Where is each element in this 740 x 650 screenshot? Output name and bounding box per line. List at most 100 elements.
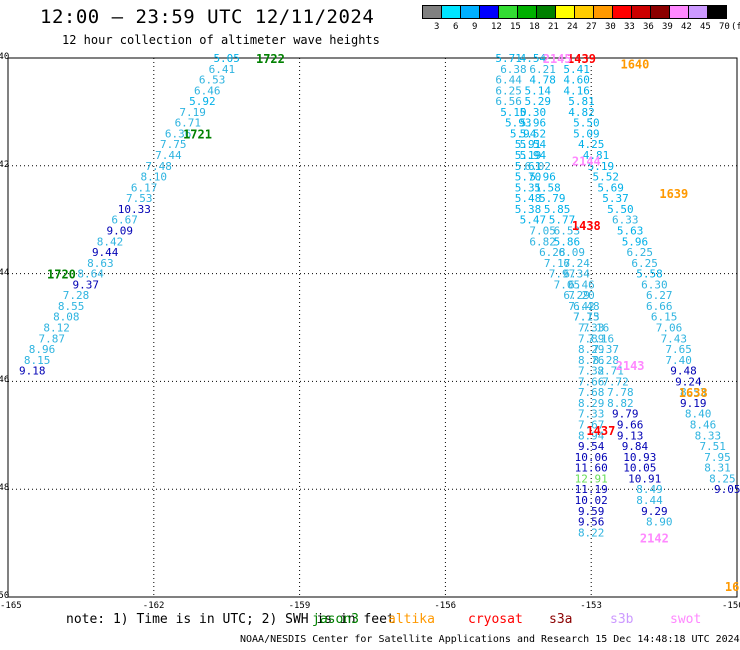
swh-value-s3a: 6.02 (524, 160, 551, 173)
swh-value-cryosat: 6.28 (539, 246, 566, 259)
swh-value-cryosat: 5.14 (524, 84, 551, 97)
swh-value-cryosat: 5.61 (515, 160, 542, 173)
colorbar-label: 21 (548, 22, 559, 32)
swh-value-jason3: 8.63 (87, 257, 114, 270)
swh-value-cryosat: 5.38 (515, 203, 542, 216)
pass-time-label: 2145 (543, 52, 572, 66)
swh-value-s3a: 5.77 (549, 214, 576, 227)
swh-value-altika: 9.24 (675, 375, 702, 388)
swh-value-altika: 5.50 (607, 203, 634, 216)
swh-value-s3a: 7.66 (578, 375, 605, 388)
colorbar-label: 39 (662, 22, 673, 32)
swh-value-cryosat: 7.78 (607, 386, 634, 399)
colorbar-label: 33 (624, 22, 635, 32)
swh-value-jason3: 8.96 (29, 343, 56, 356)
swh-value-altika: 5.37 (602, 192, 629, 205)
swh-value-jason3: 9.37 (73, 278, 100, 291)
swh-value-s3a: 5.86 (554, 235, 581, 248)
satellite-legend-altika: altika (388, 612, 435, 627)
colorbar-label: 24 (567, 22, 578, 32)
swh-value-jason3: 7.48 (145, 160, 172, 173)
swh-value-jason3: 8.64 (77, 268, 104, 281)
swh-value-cryosat: 5.52 (520, 127, 547, 140)
swh-value-s3a: 8.76 (578, 354, 605, 367)
swh-value-altika: 4.81 (583, 149, 610, 162)
pass-time-label: 2144 (572, 154, 601, 168)
swh-value-s3a: 8.22 (578, 526, 605, 539)
swh-value-altika: 8.25 (709, 472, 736, 485)
swh-value-altika: 7.65 (665, 343, 692, 356)
pass-time-label: 1437 (586, 424, 615, 438)
swh-value-s3a: 7.33 (578, 322, 605, 335)
swh-value-cryosat: 6.82 (529, 235, 556, 248)
swh-value-altika: 5.69 (597, 181, 624, 194)
swh-value-cryosat: 7.05 (529, 224, 556, 237)
swh-value-s3a: 7.32 (578, 365, 605, 378)
swh-value-cryosat: 8.28 (593, 354, 620, 367)
swh-value-cryosat: 5.54 (520, 138, 547, 151)
swh-value-s3a: 5.93 (505, 117, 532, 130)
swh-value-jason3: 7.87 (38, 332, 65, 345)
swh-value-altika: 5.50 (573, 117, 600, 130)
swh-value-cryosat: 4.54 (520, 52, 547, 65)
swh-value-jason3: 8.10 (141, 171, 168, 184)
swh-value-altika: 4.16 (563, 84, 590, 97)
swh-value-altika: 6.25 (627, 246, 654, 259)
swh-value-s3a: 7.89 (578, 332, 605, 345)
pass-time-label: 1721 (183, 127, 212, 141)
chart-title: 12:00 – 23:59 UTC 12/11/2024 (40, 6, 375, 28)
y-tick-label: -48 (0, 483, 10, 494)
swh-value-cryosat: 5.29 (524, 95, 551, 108)
swh-value-cryosat: 6.21 (529, 63, 556, 76)
swh-value-altika: 9.19 (680, 397, 707, 410)
swh-value-altika: 7.51 (699, 440, 726, 453)
swh-value-s3a: 8.94 (578, 429, 605, 442)
colorbar-label: 18 (529, 22, 540, 32)
colorbar-label: 9 (472, 22, 478, 32)
swh-value-altika: 4.82 (568, 106, 595, 119)
swh-value-jason3: 6.71 (175, 117, 202, 130)
swh-value-s3a: 5.96 (529, 171, 556, 184)
swh-value-cryosat: 7.75 (573, 311, 600, 324)
swh-value-jason3: 9.44 (92, 246, 119, 259)
colorbar-label: 45 (700, 22, 711, 32)
swh-value-cryosat: 7.17 (544, 257, 571, 270)
satellite-legend-cryosat: cryosat (468, 612, 523, 627)
swh-value-s3a: 7.67 (578, 419, 605, 432)
swh-value-s3a: 10.02 (575, 494, 608, 507)
swh-value-cryosat: 9.66 (617, 419, 644, 432)
x-tick-label: -156 (434, 601, 457, 611)
swh-value-altika: 6.66 (646, 300, 673, 313)
swh-value-altika: 6.30 (641, 278, 668, 291)
swh-value-cryosat: 10.91 (628, 472, 661, 485)
swh-value-cryosat: 6.29 (563, 289, 590, 302)
swh-value-jason3: 9.18 (19, 365, 46, 378)
colorbar-swatch (707, 5, 727, 19)
swh-value-s3a: 9.59 (578, 505, 605, 518)
swh-value-s3a: 9.54 (578, 440, 605, 453)
pass-time-label: 16 (725, 580, 739, 594)
swh-value-s3a: 6.09 (559, 246, 586, 259)
swh-value-cryosat: 4.78 (529, 74, 556, 87)
swh-value-cryosat: 5.19 (515, 149, 542, 162)
swh-value-altika: 6.27 (646, 289, 673, 302)
colorbar-label: 42 (681, 22, 692, 32)
swh-value-altika: 7.95 (704, 451, 731, 464)
y-tick-label: -42 (0, 159, 10, 170)
swh-value-cryosat: 7.97 (549, 268, 576, 281)
colorbar-label: 15 (510, 22, 521, 32)
swh-value-cryosat: 7.05 (554, 278, 581, 291)
swh-value-jason3: 8.42 (97, 235, 124, 248)
swh-value-cryosat: 8.90 (646, 516, 673, 529)
colorbar-unit: (ft) (731, 22, 740, 32)
swh-value-s3a: 6.34 (563, 268, 590, 281)
swh-value-cryosat: 8.71 (597, 365, 624, 378)
chart-subtitle: 12 hour collection of altimeter wave hei… (62, 33, 380, 47)
swh-value-jason3: 7.44 (155, 149, 182, 162)
swh-value-cryosat: 5.30 (520, 106, 547, 119)
swh-value-cryosat: 7.37 (593, 343, 620, 356)
pass-time-label: 1438 (572, 219, 601, 233)
pass-time-label: 1720 (47, 268, 76, 282)
swh-value-cryosat: 7.16 (583, 322, 610, 335)
footer-credit: NOAA/NESDIS Center for Satellite Applica… (240, 634, 740, 645)
